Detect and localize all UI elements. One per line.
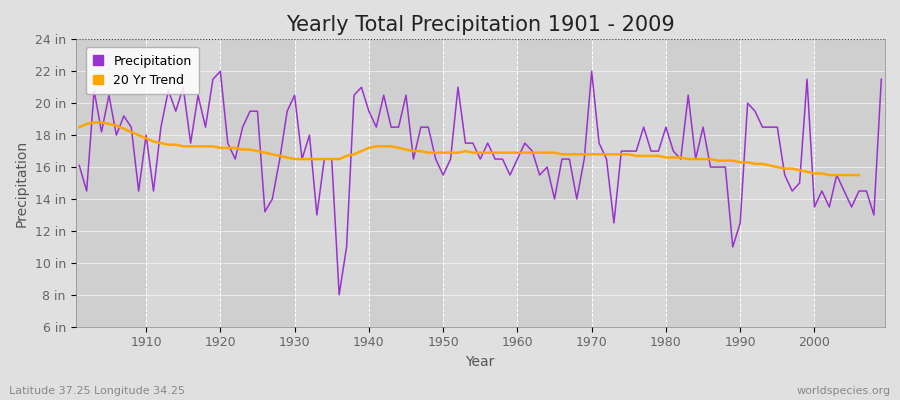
- Bar: [814, 39, 885, 327]
- Bar: [369, 39, 443, 327]
- Bar: [220, 39, 294, 327]
- Text: Latitude 37.25 Longitude 34.25: Latitude 37.25 Longitude 34.25: [9, 386, 185, 396]
- Legend: Precipitation, 20 Yr Trend: Precipitation, 20 Yr Trend: [86, 47, 199, 94]
- Y-axis label: Precipitation: Precipitation: [15, 140, 29, 226]
- Text: worldspecies.org: worldspecies.org: [796, 386, 891, 396]
- Title: Yearly Total Precipitation 1901 - 2009: Yearly Total Precipitation 1901 - 2009: [286, 15, 675, 35]
- Bar: [518, 39, 591, 327]
- Bar: [76, 39, 146, 327]
- Bar: [666, 39, 740, 327]
- X-axis label: Year: Year: [465, 355, 495, 369]
